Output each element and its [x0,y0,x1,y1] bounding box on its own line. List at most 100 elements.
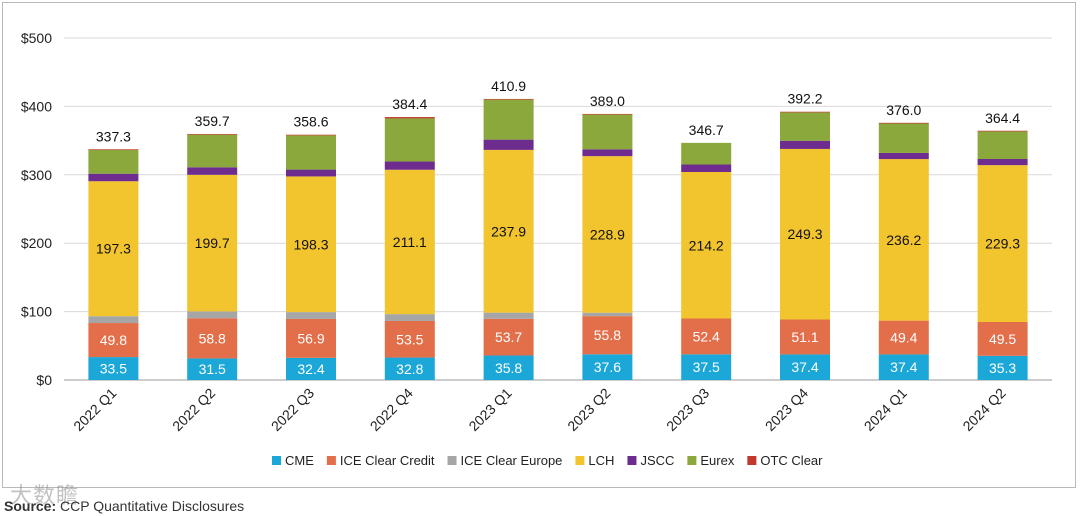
bar-segment-lch [286,176,336,313]
legend-label-jscc: JSCC [640,453,674,468]
bar-segment-otc-clear [384,117,435,119]
bar-segment-ice-clear-credit [878,320,929,355]
legend: CME ICE Clear Credit ICE Clear Europe LCH JS… [272,453,823,468]
x-tick-label: 2022 Q3 [268,385,317,434]
data-label-lch: 228.9 [590,226,625,242]
bar-segment-otc-clear [780,111,830,113]
legend-swatch-cme [272,456,281,465]
data-label-lch: 211.1 [393,234,427,250]
data-label-lch: 199.7 [195,235,230,251]
data-label-cme: 37.4 [890,359,917,375]
bar-segment-lch [681,171,732,319]
bar-segment-eurex [88,149,139,174]
data-label-lch: 214.2 [689,237,724,253]
bar-segment-lch [977,165,1028,322]
legend-label-ice-clear-europe: ICE Clear Europe [461,453,563,468]
bar-segment-ice-clear-europe [483,312,534,319]
bar-segment-ice-clear-credit [187,318,238,359]
bar-segment-cme [483,355,534,380]
data-label-ice-clear-credit: 53.5 [396,331,423,347]
data-label-lch: 236.2 [886,232,921,248]
total-label: 410.9 [491,78,526,94]
total-label: 358.6 [293,114,328,130]
y-tick-label: $500 [21,30,52,46]
total-label: 392.2 [787,91,822,107]
data-label-lch: 229.3 [985,236,1020,252]
bar-segment-lch [187,174,238,312]
data-label-cme: 32.8 [396,361,423,377]
bar-segment-ice-clear-credit [384,320,435,358]
legend-label-eurex: Eurex [700,453,734,468]
bar-segment-lch [88,181,139,317]
legend-swatch-eurex [687,456,697,465]
legend-label-otc-clear: OTC Clear [760,453,823,468]
bar-segment-ice-clear-credit [582,316,633,355]
data-label-lch: 197.3 [96,241,131,257]
total-label: 337.3 [96,128,131,144]
bar-segment-ice-clear-europe [88,316,139,324]
source-label: Source: [4,498,57,514]
bar-segment-eurex [483,99,534,140]
bar-segment-jscc [384,161,435,170]
y-tick-label: $0 [36,372,52,388]
bar-segment-eurex [977,131,1028,159]
y-tick-label: $400 [21,98,52,114]
data-label-cme: 37.4 [791,359,818,375]
bar-segment-otc-clear [582,113,633,115]
bar-segment-jscc [88,173,139,182]
chart-frame [2,2,1076,488]
bar-segment-otc-clear [187,133,238,135]
bar-segment-ice-clear-credit [977,321,1028,356]
bar-segment-cme [681,354,732,380]
data-label-ice-clear-credit: 51.1 [791,329,818,345]
x-tick-label: 2022 Q2 [169,385,218,434]
y-tick-label: $100 [21,304,52,320]
total-label: 364.4 [985,110,1020,126]
data-label-lch: 198.3 [293,236,328,252]
total-label: 389.0 [590,93,625,109]
bar-segment-jscc [286,169,336,177]
bar-segment-eurex [187,134,238,168]
bar-segment-eurex [384,118,435,162]
bar-segment-ice-clear-credit [681,318,732,355]
data-label-cme: 31.5 [199,361,226,377]
bar-segment-cme [384,357,435,380]
data-label-ice-clear-credit: 53.7 [495,329,522,345]
legend-label-lch: LCH [588,453,614,468]
x-tick-label: 2022 Q1 [70,385,119,434]
total-label: 384.4 [392,96,427,112]
bar-segment-eurex [780,112,830,141]
data-label-cme: 35.8 [495,360,522,376]
bar-segment-jscc [187,167,238,175]
bar-segment-lch [384,169,435,315]
bar-segment-ice-clear-credit [483,318,534,356]
x-tick-label: 2023 Q4 [762,385,811,434]
bar-segment-cme [780,354,830,380]
source-text: CCP Quantitative Disclosures [60,498,245,514]
bar-segment-lch [780,148,830,320]
data-label-cme: 32.4 [297,361,324,377]
data-label-ice-clear-credit: 49.8 [100,332,127,348]
x-tick-label: 2023 Q2 [564,385,613,434]
bar-segment-eurex [681,142,732,165]
bar-segment-cme [88,357,139,380]
data-label-ice-clear-credit: 52.4 [693,328,720,344]
legend-swatch-lch [575,456,585,465]
bar-segment-lch [582,156,633,313]
bar-segment-otc-clear [483,98,534,100]
data-label-cme: 35.3 [989,360,1016,376]
x-tick-label: 2023 Q3 [663,385,712,434]
bar-segment-cme [582,354,633,380]
legend-label-cme: CME [285,453,314,468]
bar-segment-jscc [681,164,732,172]
data-label-lch: 237.9 [491,223,526,239]
source-note: Source: CCP Quantitative Disclosures [4,498,244,514]
bar-segment-jscc [483,139,534,150]
watermark: 大数瞻 [10,483,80,508]
bar-segment-otc-clear [878,122,929,124]
total-label: 346.7 [689,122,724,138]
data-label-ice-clear-credit: 49.4 [890,330,917,346]
bar-segment-jscc [780,140,830,149]
legend-swatch-ice-clear-credit [326,456,336,465]
bar-segment-ice-clear-europe [187,311,238,319]
